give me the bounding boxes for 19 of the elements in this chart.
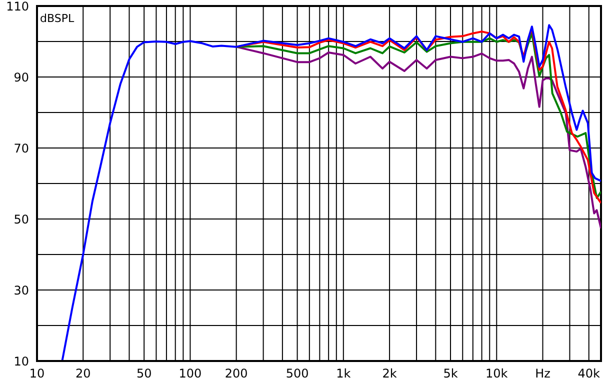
y-tick-label: 70 bbox=[14, 141, 29, 156]
x-tick-label: Hz bbox=[535, 366, 550, 381]
y-tick-label: 10 bbox=[14, 354, 29, 368]
x-tick-label: 50 bbox=[136, 366, 152, 381]
y-tick-label: 90 bbox=[14, 70, 29, 84]
x-tick-label: 10k bbox=[486, 366, 508, 381]
x-tick-label: 1k bbox=[336, 366, 351, 381]
x-tick-label: 100 bbox=[178, 366, 202, 381]
x-tick-label: 200 bbox=[224, 366, 248, 381]
x-tick-label: 40k bbox=[578, 366, 600, 381]
y-axis-title: dBSPL bbox=[40, 12, 74, 25]
x-tick-label: 10 bbox=[29, 366, 45, 381]
x-tick-label: 20 bbox=[75, 366, 91, 381]
y-tick-label: 50 bbox=[14, 212, 29, 226]
y-tick-label: 30 bbox=[14, 283, 29, 298]
x-tick-label: 5k bbox=[443, 366, 458, 381]
x-tick-label: 500 bbox=[286, 366, 309, 381]
y-tick-label: 110 bbox=[6, 0, 29, 14]
x-tick-label: 2k bbox=[382, 366, 397, 381]
